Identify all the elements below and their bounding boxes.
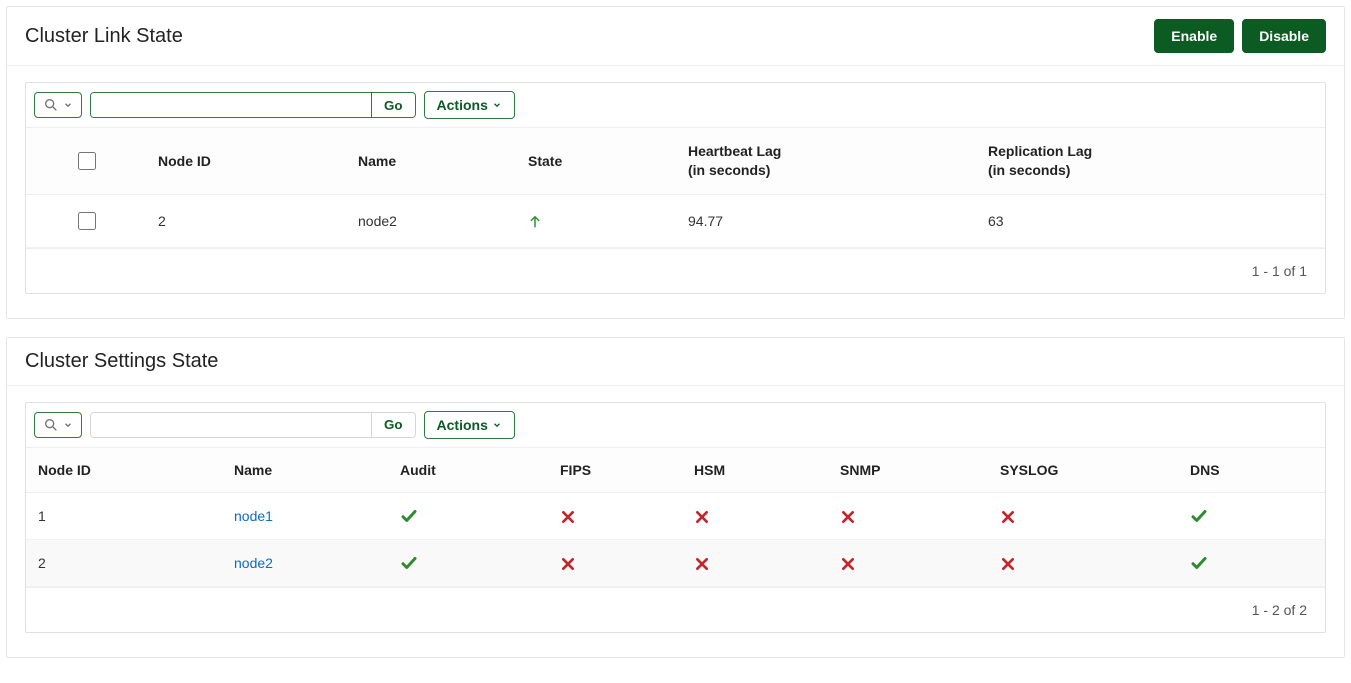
cell-name: node2 [222,540,388,587]
search-wrap: Go [90,92,416,118]
actions-label: Actions [437,417,488,433]
up-arrow-icon [528,215,542,229]
cell-dns [1178,540,1325,587]
cell-node-id: 1 [26,492,222,539]
chevron-down-icon [63,420,73,430]
row-select-cell [26,194,146,247]
link-state-table: Node ID Name State Heartbeat Lag (in sec… [26,127,1325,248]
col-fips: FIPS [548,447,682,492]
settings-state-table: Node ID Name Audit FIPS HSM SNMP SYSLOG … [26,447,1325,588]
chevron-down-icon [492,420,502,430]
actions-dropdown[interactable]: Actions [424,411,515,439]
table-row: 2node2 94.7763 [26,194,1325,247]
cross-icon [560,509,576,525]
cross-icon [694,556,710,572]
toolbar: Go Actions [26,403,1325,447]
cell-fips [548,540,682,587]
node-link[interactable]: node2 [234,555,273,571]
col-name: Name [222,447,388,492]
col-heartbeat-lag: Heartbeat Lag (in seconds) [676,128,976,195]
cell-hsm [682,540,828,587]
panel-title: Cluster Settings State [25,350,218,373]
table-header-row: Node ID Name State Heartbeat Lag (in sec… [26,128,1325,195]
check-icon [400,507,418,525]
select-all-checkbox[interactable] [78,152,96,170]
panel-header: Cluster Settings State [7,338,1344,386]
search-input[interactable] [91,413,371,437]
search-input[interactable] [91,93,371,117]
chevron-down-icon [63,100,73,110]
search-icon [43,417,59,433]
check-icon [1190,554,1208,572]
cell-state [516,194,676,247]
cell-audit [388,540,548,587]
col-snmp: SNMP [828,447,988,492]
actions-dropdown[interactable]: Actions [424,91,515,119]
chevron-down-icon [492,100,502,110]
cell-audit [388,492,548,539]
col-name: Name [346,128,516,195]
enable-button[interactable]: Enable [1154,19,1234,53]
go-button[interactable]: Go [371,93,415,117]
cross-icon [560,556,576,572]
cross-icon [694,509,710,525]
select-all-header [26,128,146,195]
toolbar: Go Actions [26,83,1325,127]
col-node-id: Node ID [146,128,346,195]
settings-state-table-region: Go Actions Node ID Name Audit FIPS [25,402,1326,634]
col-dns: DNS [1178,447,1325,492]
panel-actions: Enable Disable [1154,19,1326,53]
cluster-link-state-panel: Cluster Link State Enable Disable Go Act… [6,6,1345,319]
panel-header: Cluster Link State Enable Disable [7,7,1344,66]
col-hsm: HSM [682,447,828,492]
check-icon [1190,507,1208,525]
pager: 1 - 2 of 2 [26,587,1325,632]
cell-node-id: 2 [26,540,222,587]
col-audit: Audit [388,447,548,492]
cross-icon [840,509,856,525]
disable-button[interactable]: Disable [1242,19,1326,53]
col-state: State [516,128,676,195]
col-syslog: SYSLOG [988,447,1178,492]
cell-syslog [988,492,1178,539]
cluster-settings-state-panel: Cluster Settings State Go Actions [6,337,1345,659]
table-header-row: Node ID Name Audit FIPS HSM SNMP SYSLOG … [26,447,1325,492]
link-state-table-region: Go Actions Node ID Name State [25,82,1326,294]
search-type-dropdown[interactable] [34,92,82,118]
cross-icon [1000,556,1016,572]
cell-heartbeat: 94.77 [676,194,976,247]
col-node-id: Node ID [26,447,222,492]
cell-hsm [682,492,828,539]
search-type-dropdown[interactable] [34,412,82,438]
table-row: 1 node1 [26,492,1325,539]
cell-snmp [828,492,988,539]
cell-fips [548,492,682,539]
check-icon [400,554,418,572]
row-checkbox[interactable] [78,212,96,230]
cell-name: node1 [222,492,388,539]
go-button[interactable]: Go [371,413,415,437]
cell-node-id: 2 [146,194,346,247]
cell-dns [1178,492,1325,539]
search-icon [43,97,59,113]
cell-syslog [988,540,1178,587]
pager: 1 - 1 of 1 [26,248,1325,293]
cell-name: node2 [346,194,516,247]
cell-snmp [828,540,988,587]
cell-replication: 63 [976,194,1325,247]
actions-label: Actions [437,97,488,113]
cross-icon [1000,509,1016,525]
search-wrap: Go [90,412,416,438]
panel-title: Cluster Link State [25,25,183,48]
col-replication-lag: Replication Lag (in seconds) [976,128,1325,195]
node-link[interactable]: node1 [234,508,273,524]
cross-icon [840,556,856,572]
table-row: 2 node2 [26,540,1325,587]
